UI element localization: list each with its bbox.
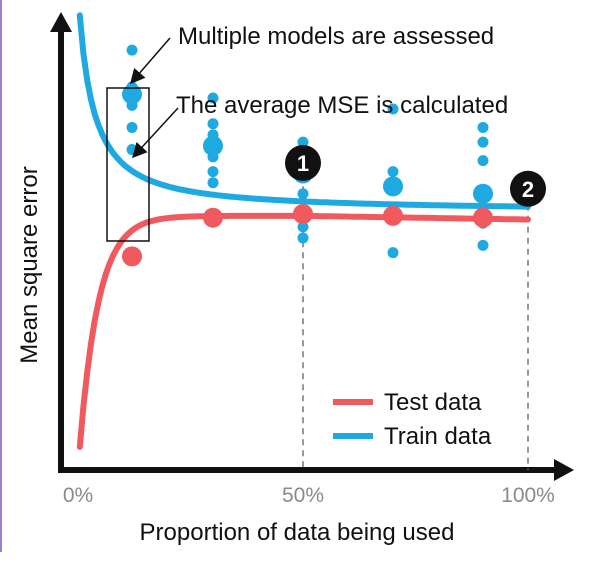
- mean-points: [122, 84, 493, 267]
- marker-circle: [510, 170, 546, 207]
- left-border-line: [0, 0, 2, 552]
- train-sample-dot: [126, 121, 138, 133]
- x-tick-label: 100%: [501, 484, 555, 507]
- x-tick-label: 0%: [63, 484, 93, 507]
- train-mean-point: [383, 176, 403, 197]
- test-mean-point: [293, 204, 313, 225]
- numbered-markers: 12: [285, 144, 546, 207]
- y-axis-label: Mean square error: [16, 166, 43, 363]
- axes: [50, 12, 574, 481]
- x-tick-label: 50%: [282, 484, 324, 507]
- guide-lines: [302, 164, 529, 470]
- train-mean-point: [122, 84, 142, 105]
- sample-group-box: [106, 87, 150, 242]
- y-axis-arrow: [50, 12, 72, 32]
- train-sample-dot: [297, 136, 309, 148]
- train-sample-dot: [477, 239, 489, 251]
- train-mean-point: [203, 135, 223, 156]
- train-sample-dot: [207, 118, 219, 130]
- train-sample-dot: [297, 221, 309, 233]
- train-sample-dot: [477, 155, 489, 167]
- test-mean-point: [473, 207, 493, 228]
- annotation-models: Multiple models are assessed: [178, 23, 494, 50]
- annotation-arrow-models: [130, 37, 171, 85]
- train-sample-dot: [477, 136, 489, 148]
- train-sample-dot: [207, 166, 219, 178]
- x-axis-arrow: [554, 459, 574, 481]
- marker-circle: [285, 144, 321, 181]
- train-sample-dot: [297, 188, 309, 200]
- test-mean-point: [122, 246, 142, 267]
- x-axis-label: Proportion of data being used: [140, 519, 455, 546]
- x-tick-labels: 0% 50% 100%: [63, 484, 555, 507]
- train-sample-dot: [207, 92, 219, 104]
- test-mean-point: [203, 207, 223, 228]
- train-sample-dot: [387, 166, 399, 178]
- train-sample-dot: [297, 232, 309, 244]
- legend-label-test: Test data: [384, 389, 482, 416]
- train-sample-dot: [477, 121, 489, 133]
- train-sample-dot: [126, 44, 138, 56]
- test-mean-point: [383, 205, 403, 226]
- legend: Test data Train data: [333, 389, 492, 450]
- train-data-curve: [76, 12, 531, 210]
- train-sample-dot: [387, 247, 399, 259]
- numbered-marker-2: 2: [510, 170, 546, 207]
- annotation-arrow-average: [131, 107, 179, 159]
- legend-label-train: Train data: [384, 423, 492, 450]
- train-sample-dot: [387, 103, 399, 115]
- numbered-marker-1: 1: [285, 144, 321, 181]
- annotation-average: The average MSE is calculated: [176, 92, 508, 119]
- marker-label: 1: [297, 151, 309, 176]
- train-sample-dot: [207, 177, 219, 189]
- train-mean-point: [473, 183, 493, 204]
- marker-label: 2: [522, 177, 534, 202]
